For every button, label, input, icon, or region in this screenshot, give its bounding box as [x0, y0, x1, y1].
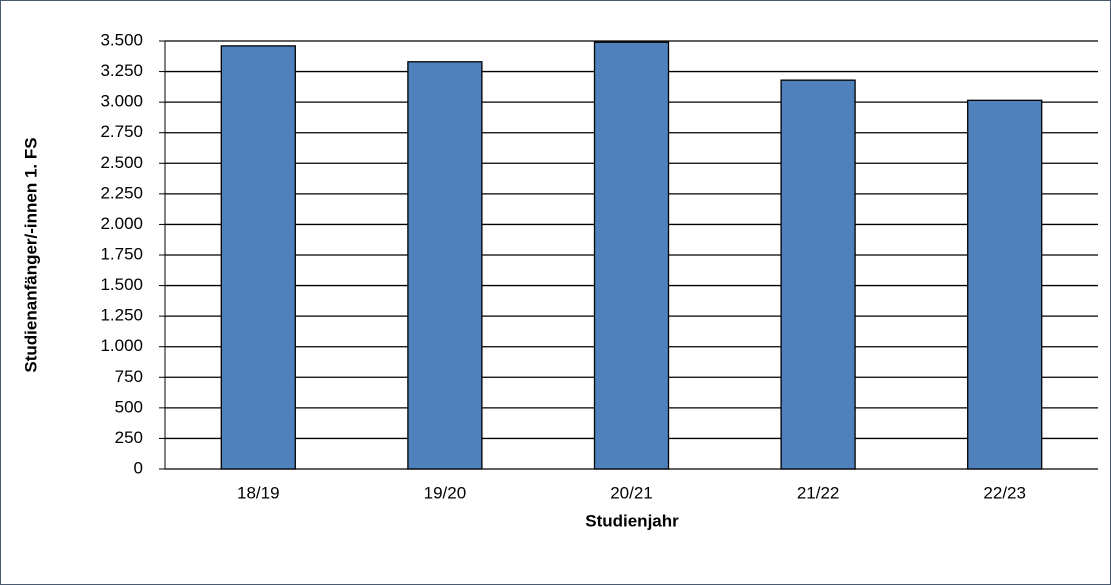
y-tick-label: 2.750 [100, 122, 143, 141]
y-tick-label: 1.250 [100, 306, 143, 325]
y-tick-label: 3.250 [100, 61, 143, 80]
y-tick-label: 2.250 [100, 183, 143, 202]
y-tick-label: 250 [115, 428, 143, 447]
y-tick-label: 3.000 [100, 92, 143, 111]
y-tick-label: 3.500 [100, 30, 143, 49]
x-tick-label: 20/21 [610, 483, 653, 502]
y-tick-label: 2.000 [100, 214, 143, 233]
bar [220, 45, 296, 470]
x-tick-label: 18/19 [237, 483, 280, 502]
y-tick-label: 1.000 [100, 336, 143, 355]
bar [407, 61, 483, 470]
y-tick-label: 0 [134, 458, 143, 477]
x-tick-label: 19/20 [424, 483, 467, 502]
y-axis-title: Studienanfänger/-innen 1. FS [21, 137, 40, 372]
y-tick-label: 1.750 [100, 244, 143, 263]
y-tick-label: 500 [115, 397, 143, 416]
x-tick-label: 21/22 [797, 483, 840, 502]
y-tick-label: 2.500 [100, 153, 143, 172]
x-axis-title: Studienjahr [585, 511, 679, 530]
bar [780, 79, 856, 470]
bar [593, 41, 670, 470]
y-tick-label: 1.500 [100, 275, 143, 294]
x-tick-label: 22/23 [983, 483, 1026, 502]
bar [967, 99, 1043, 470]
y-tick-label: 750 [115, 367, 143, 386]
